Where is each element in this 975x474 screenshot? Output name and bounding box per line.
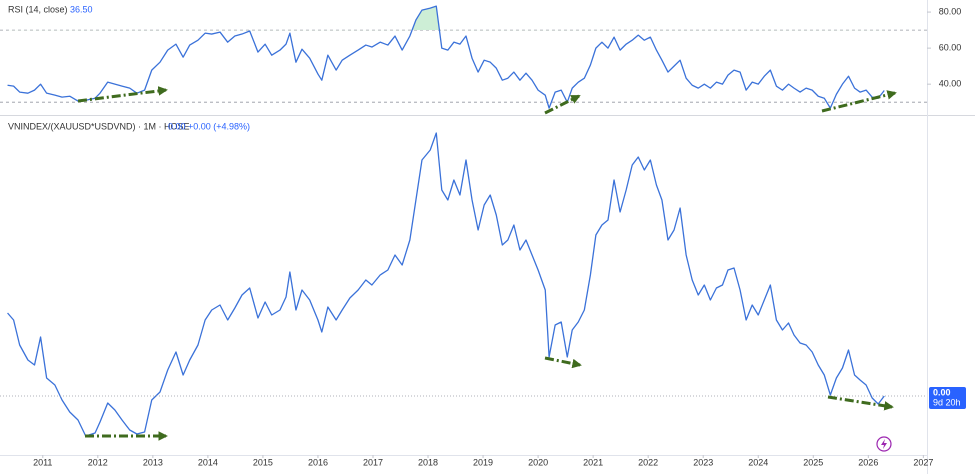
x-tick-label: 2018 [418,457,438,467]
y-tick-label: 40.00 [939,79,962,89]
x-tick-label: 2019 [473,457,493,467]
event-bolt [881,439,887,449]
rsi-title: RSI (14, close) [8,4,68,14]
x-tick-label: 2023 [693,457,713,467]
price-title: VNINDEX/(XAUUSD*USDVND) · 1M · HOSE [8,121,190,131]
x-tick-label: 2011 [33,457,52,467]
x-tick-label: 2012 [88,457,108,467]
x-tick-label: 2016 [308,457,328,467]
y-tick-label: 60.00 [939,42,962,52]
last-value-label: 0.00 [933,387,951,397]
x-tick-label: 2025 [803,457,823,467]
x-tick-label: 2013 [143,457,163,467]
x-tick-label: 2015 [253,457,273,467]
plot-layer: 40.00 60.00 80.00 2011 2012 2013 2014 2015 2016 2… [0,5,966,467]
price-quote: 0.00 +0.00 (+4.98%) [168,121,250,131]
event-icon[interactable] [876,436,892,452]
x-tick-label: 2014 [198,457,218,467]
x-tick-label: 2026 [858,457,878,467]
overbought-fill [412,6,440,31]
series-line [7,132,885,437]
countdown-label: 9d 20h [933,397,961,407]
y-tick-label: 80.00 [939,6,962,16]
last-value-box [929,387,966,409]
x-tick-label: 2017 [363,457,383,467]
series-line [7,5,885,109]
x-tick-label: 2020 [528,457,548,467]
x-tick-label: 2024 [748,457,768,467]
rsi-value: 36.50 [70,4,93,14]
x-tick-label: 2021 [583,457,603,467]
annotations [77,86,897,441]
divergence-arrow [77,86,168,103]
divergence-arrow [827,395,894,411]
divergence-arrow [821,90,897,113]
x-tick-label: 2027 [913,457,933,467]
divergence-arrow [544,356,582,369]
divergence-arrow [544,94,581,115]
x-tick-label: 2022 [638,457,658,467]
